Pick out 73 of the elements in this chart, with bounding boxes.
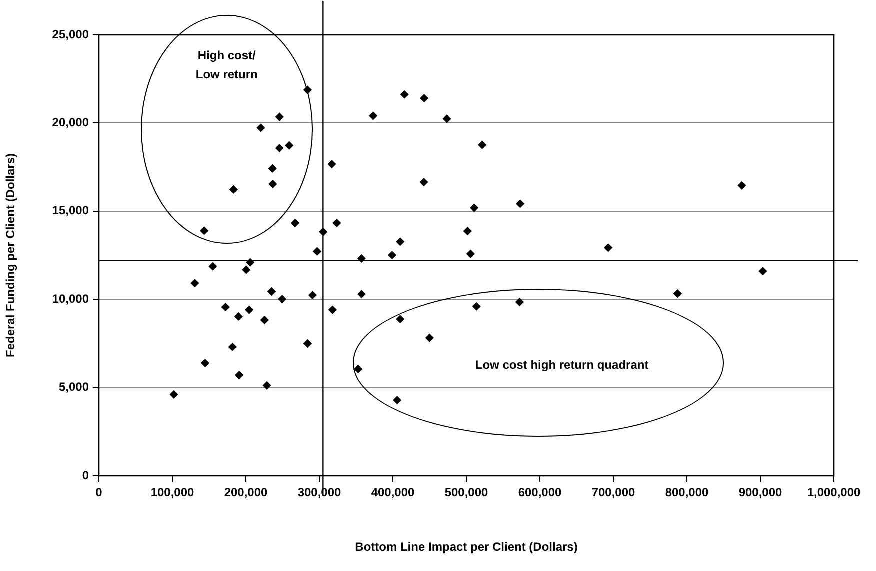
point <box>604 244 612 252</box>
point <box>354 365 362 374</box>
point <box>478 140 486 150</box>
point <box>304 340 312 348</box>
point <box>278 295 286 304</box>
y-tick-label: 0 <box>82 468 90 482</box>
point <box>369 112 378 120</box>
point <box>285 142 294 150</box>
point <box>358 290 366 298</box>
point <box>313 248 322 256</box>
point <box>170 390 178 399</box>
point <box>674 290 682 298</box>
point <box>393 396 402 404</box>
x-tick-label: 400,000 <box>371 486 416 500</box>
x-axis-title: Bottom Line Impact per Client (Dollars) <box>355 540 578 554</box>
point <box>516 298 524 306</box>
x-tick-label: 900,000 <box>738 486 783 500</box>
y-tick-label: 20,000 <box>52 116 90 130</box>
point <box>268 164 277 173</box>
point <box>276 112 284 122</box>
point <box>262 382 272 390</box>
point <box>396 238 404 246</box>
point <box>228 343 237 352</box>
x-tick-label: 100,000 <box>150 486 195 500</box>
x-tick-label: 0 <box>96 486 103 500</box>
point <box>472 302 481 311</box>
point <box>328 160 336 168</box>
point <box>328 306 337 314</box>
y-axis-title: Federal Funding per Client (Dollars) <box>4 153 18 358</box>
point <box>256 124 266 132</box>
x-tick-label: 700,000 <box>592 486 636 500</box>
point <box>208 262 218 271</box>
x-tick-label: 1,000,000 <box>807 486 862 500</box>
point <box>332 219 342 228</box>
point <box>420 94 428 102</box>
point <box>400 90 409 99</box>
point <box>426 334 434 342</box>
x-tick-label: 500,000 <box>444 486 489 500</box>
point <box>291 219 300 228</box>
x-tick-label: 800,000 <box>665 486 710 500</box>
point <box>242 266 250 274</box>
point <box>738 182 746 190</box>
annotation: High cost/ Low return <box>196 48 258 82</box>
point <box>758 267 768 276</box>
point <box>464 227 472 236</box>
y-tick-label: 15,000 <box>52 204 90 218</box>
x-tick-label: 300,000 <box>298 486 342 500</box>
point <box>268 288 276 296</box>
point <box>420 178 428 186</box>
point <box>308 291 317 300</box>
point <box>245 306 254 314</box>
point <box>222 303 230 312</box>
y-tick-label: 5,000 <box>58 380 90 394</box>
point <box>190 279 200 288</box>
point <box>396 315 404 324</box>
point <box>201 359 210 368</box>
y-tick-label: 25,000 <box>52 27 90 42</box>
point <box>260 316 269 324</box>
point <box>466 250 475 258</box>
point <box>276 144 284 152</box>
point <box>388 251 396 260</box>
x-tick-label: 600,000 <box>518 486 562 500</box>
point <box>230 186 238 194</box>
point <box>200 226 208 236</box>
point <box>516 200 524 208</box>
point <box>442 114 452 124</box>
x-tick-label: 200,000 <box>224 486 268 500</box>
y-tick-label: 10,000 <box>52 292 90 306</box>
point <box>268 180 278 188</box>
point <box>470 204 478 212</box>
point <box>234 312 243 321</box>
point <box>235 371 244 380</box>
annotation: Low cost high return quadrant <box>475 358 649 372</box>
